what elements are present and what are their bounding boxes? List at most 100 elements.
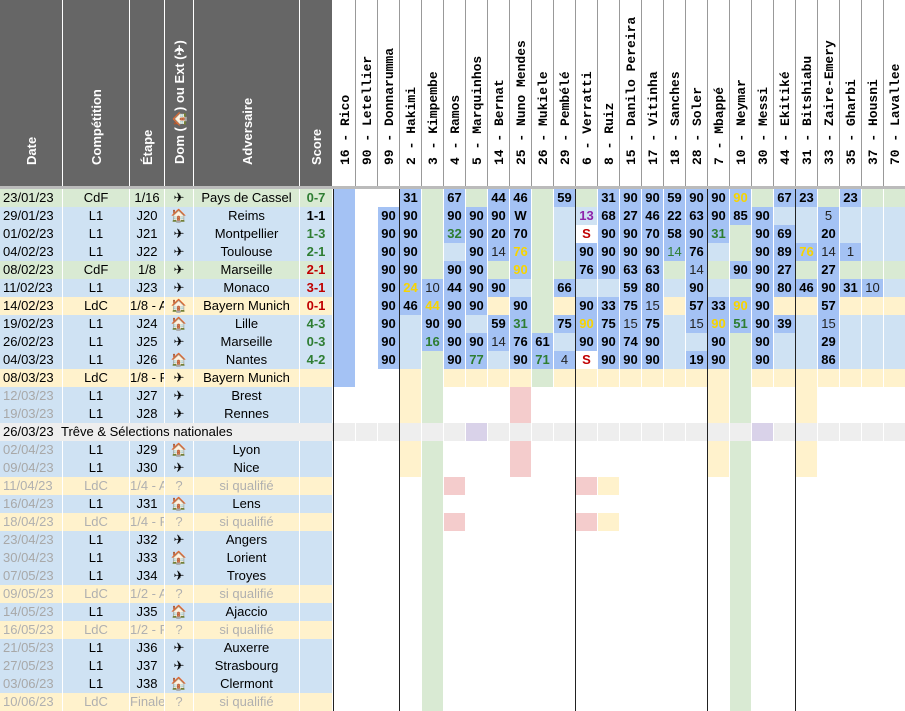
player-header[interactable]: 30 - Messi xyxy=(752,0,774,188)
player-minutes-cell xyxy=(708,369,729,387)
player-minutes-cell xyxy=(532,279,553,297)
player-header[interactable]: 31 - Bitshiabu xyxy=(796,0,818,188)
player-minutes-cell xyxy=(686,549,707,567)
player-header[interactable]: 37 - Housni xyxy=(862,0,884,188)
plane-icon: ✈ xyxy=(165,657,194,675)
player-minutes-cell xyxy=(840,657,861,675)
player-minutes-cell xyxy=(466,603,487,621)
player-minutes-cell xyxy=(510,675,531,693)
player-header[interactable]: 6 - Verratti xyxy=(576,0,598,188)
player-header[interactable]: 25 - Nuno Mendes xyxy=(510,0,532,188)
player-minutes-cell xyxy=(334,621,355,639)
plane-icon: ✈ xyxy=(165,369,194,387)
player-header[interactable]: 28 - Soler xyxy=(686,0,708,188)
player-minutes-cell: 90 xyxy=(598,243,619,261)
player-minutes-cell xyxy=(840,387,861,405)
player-minutes-cell xyxy=(686,387,707,405)
player-minutes-cell xyxy=(752,585,773,603)
score-cell: 3-1 xyxy=(300,279,333,297)
player-minutes-cell xyxy=(796,549,817,567)
player-minutes-cell xyxy=(642,567,663,585)
player-minutes-cell: 10 xyxy=(422,279,443,297)
player-header[interactable]: 7 - Mbappé xyxy=(708,0,730,188)
player-minutes-cell xyxy=(862,567,883,585)
player-minutes-cell: 90 xyxy=(708,207,729,225)
player-header[interactable]: 29 - Pembélé xyxy=(554,0,576,188)
player-minutes-cell xyxy=(466,405,487,423)
column-header-venue[interactable]: Dom (🏠) ou Ext (✈) xyxy=(165,0,194,188)
player-label: 8 - Ruiz xyxy=(601,102,617,165)
player-minutes-cell xyxy=(840,585,861,603)
player-header[interactable]: 15 - Danilo Pereira xyxy=(620,0,642,188)
column-header-date[interactable]: Date xyxy=(0,0,63,188)
player-header[interactable]: 33 - Zaire-Emery xyxy=(818,0,840,188)
player-minutes-cell xyxy=(818,531,839,549)
player-minutes-cell xyxy=(884,207,905,225)
column-header-opp[interactable]: Adversaire xyxy=(194,0,300,188)
player-minutes-cell xyxy=(378,387,399,405)
player-minutes-cell xyxy=(620,567,641,585)
player-minutes-cell xyxy=(818,387,839,405)
competition-cell: L1 xyxy=(63,405,130,423)
player-minutes-cell: W xyxy=(510,207,531,225)
score-cell: 4-2 xyxy=(300,351,333,369)
column-header-etape[interactable]: Étape xyxy=(130,0,165,188)
player-minutes-cell xyxy=(708,243,729,261)
player-header[interactable]: 99 - Donnarumma xyxy=(378,0,400,188)
player-header[interactable]: 16 - Rico xyxy=(334,0,356,188)
player-minutes-cell xyxy=(884,423,905,441)
player-minutes-cell xyxy=(708,441,729,459)
player-header[interactable]: 5 - Marquinhos xyxy=(466,0,488,188)
player-minutes-cell xyxy=(686,693,707,711)
player-minutes-cell xyxy=(642,531,663,549)
player-header[interactable]: 44 - Ekitiké xyxy=(774,0,796,188)
column-header-score[interactable]: Score xyxy=(300,0,333,188)
player-minutes-cell xyxy=(576,387,597,405)
player-minutes-cell: 90 xyxy=(488,207,509,225)
player-minutes-cell xyxy=(554,549,575,567)
player-minutes-cell xyxy=(356,423,377,441)
player-label: 44 - Ekitiké xyxy=(777,71,793,165)
player-minutes-cell xyxy=(774,531,795,549)
player-minutes-cell xyxy=(862,387,883,405)
player-minutes-cell xyxy=(818,549,839,567)
player-header[interactable]: 10 - Neymar xyxy=(730,0,752,188)
player-minutes-cell xyxy=(334,693,355,711)
player-minutes-cell xyxy=(334,459,355,477)
player-minutes-cell xyxy=(730,657,751,675)
player-minutes-cell: 31 xyxy=(840,279,861,297)
player-header[interactable]: 8 - Ruiz xyxy=(598,0,620,188)
player-minutes-cell: 90 xyxy=(752,297,773,315)
player-minutes-cell: 76 xyxy=(510,243,531,261)
player-header[interactable]: 26 - Mukiele xyxy=(532,0,554,188)
player-minutes-cell: 14 xyxy=(488,243,509,261)
player-minutes-cell xyxy=(356,243,377,261)
player-minutes-cell: 59 xyxy=(488,315,509,333)
player-minutes-cell xyxy=(532,477,553,495)
player-minutes-cell xyxy=(444,621,465,639)
player-header[interactable]: 35 - Gharbi xyxy=(840,0,862,188)
column-header-comp[interactable]: Compétition xyxy=(63,0,130,188)
player-header[interactable]: 70 - Lavallee xyxy=(884,0,905,188)
player-minutes-cell xyxy=(356,189,377,207)
player-header[interactable]: 90 - Letellier xyxy=(356,0,378,188)
player-header[interactable]: 4 - Ramos xyxy=(444,0,466,188)
player-minutes-cell xyxy=(356,441,377,459)
player-minutes-cell xyxy=(796,477,817,495)
player-header[interactable]: 18 - Sanches xyxy=(664,0,686,188)
player-minutes-cell: 66 xyxy=(554,279,575,297)
player-minutes-cell: 90 xyxy=(510,351,531,369)
date-cell: 03/06/23 xyxy=(0,675,63,693)
player-header[interactable]: 17 - Vitinha xyxy=(642,0,664,188)
player-minutes-cell xyxy=(818,639,839,657)
player-minutes-cell: 63 xyxy=(686,207,707,225)
player-header[interactable]: 2 - Hakimi xyxy=(400,0,422,188)
column-header-label: Score xyxy=(309,128,324,165)
player-minutes-cell xyxy=(488,459,509,477)
player-header[interactable]: 14 - Bernat xyxy=(488,0,510,188)
player-minutes-cell xyxy=(708,279,729,297)
date-cell: 16/05/23 xyxy=(0,621,63,639)
player-minutes-cell xyxy=(862,225,883,243)
player-header[interactable]: 3 - Kimpembe xyxy=(422,0,444,188)
player-minutes-cell xyxy=(400,693,421,711)
